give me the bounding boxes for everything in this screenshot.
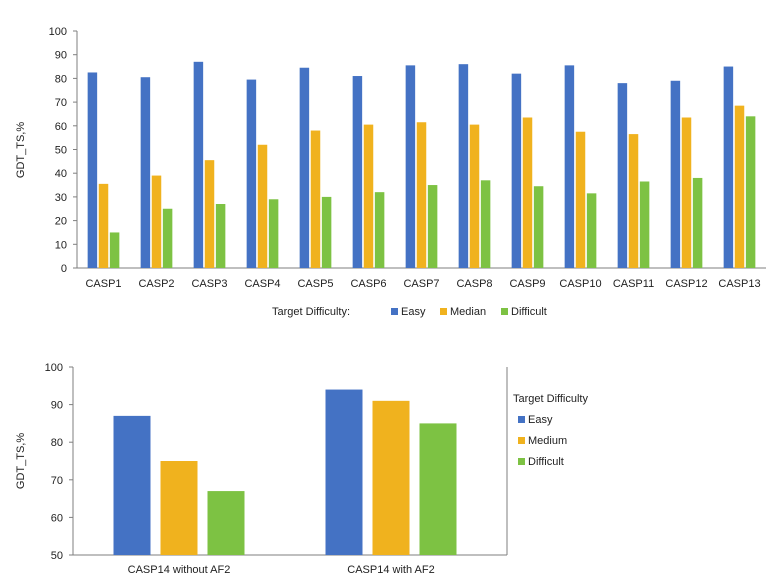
- bar-median-casp4: [257, 144, 268, 268]
- bar-easy-casp1: [87, 72, 98, 268]
- x-tick-label-casp5: CASP5: [297, 278, 333, 290]
- x-tick-label-casp2: CASP2: [138, 278, 174, 290]
- bar-difficult-casp2: [162, 208, 173, 268]
- bar-difficult-casp7: [427, 185, 438, 268]
- y-tick-label: 100: [45, 362, 63, 374]
- bar-medium-casp14-with-af2: [372, 400, 410, 555]
- legend-swatch-difficult: [501, 308, 508, 315]
- bar-difficult-casp12: [692, 177, 703, 268]
- bar-easy-casp10: [564, 65, 575, 269]
- legend-swatch-easy: [391, 308, 398, 315]
- y-tick-label: 80: [51, 437, 63, 449]
- legend: Target Difficulty Easy Medium Difficult: [513, 393, 588, 468]
- bar-easy-casp12: [670, 80, 681, 269]
- bar-difficult-casp14-without-af2: [207, 491, 245, 555]
- bar-easy-casp4: [246, 79, 257, 269]
- y-tick-label: 50: [51, 550, 63, 562]
- bar-easy-casp8: [458, 64, 469, 269]
- bar-median-casp3: [204, 160, 215, 268]
- legend-label-easy: Easy: [528, 414, 553, 426]
- x-tick-label-casp4: CASP4: [244, 278, 280, 290]
- bar-difficult-casp8: [480, 180, 491, 268]
- bar-median-casp13: [734, 105, 745, 268]
- legend: Target Difficulty: Easy Median Difficult: [272, 306, 547, 318]
- legend-label-easy: Easy: [401, 306, 426, 318]
- bar-easy-casp14-without-af2: [113, 415, 151, 555]
- y-tick-label: 80: [55, 73, 67, 85]
- y-tick-label: 10: [55, 239, 67, 251]
- y-tick-label: 50: [55, 145, 67, 157]
- bar-difficult-casp10: [586, 193, 597, 268]
- bar-easy-casp5: [299, 67, 310, 268]
- y-tick-label: 60: [55, 121, 67, 133]
- bar-easy-casp9: [511, 73, 522, 268]
- legend-label-medium: Medium: [528, 435, 567, 447]
- bar-median-casp12: [681, 117, 692, 268]
- bar-median-casp2: [151, 175, 162, 268]
- y-tick-label: 90: [51, 400, 63, 412]
- legend-swatch-medium: [518, 437, 525, 444]
- bar-median-casp1: [98, 183, 109, 268]
- y-tick-label: 30: [55, 192, 67, 204]
- bar-difficult-casp6: [374, 192, 385, 268]
- bar-difficult-casp1: [109, 232, 120, 268]
- chart-casp1-to-casp13: 0 10 20 30 40 50 60 70 80 90 100 GDT_TS,% CASP1 CASP2…: [15, 26, 766, 318]
- bar-difficult-casp9: [533, 186, 544, 268]
- y-tick-label: 60: [51, 512, 63, 524]
- x-tick-label-casp9: CASP9: [509, 278, 545, 290]
- x-tick-label-casp13: CASP13: [718, 278, 760, 290]
- x-tick-label-casp3: CASP3: [191, 278, 227, 290]
- bar-easy-casp6: [352, 76, 363, 268]
- legend-label-median: Median: [450, 306, 486, 318]
- x-tick-label-casp1: CASP1: [85, 278, 121, 290]
- y-tick-label: 40: [55, 168, 67, 180]
- bar-easy-casp7: [405, 65, 416, 269]
- x-tick-label-casp7: CASP7: [403, 278, 439, 290]
- bar-median-casp7: [416, 122, 427, 269]
- legend-title: Target Difficulty:: [272, 306, 350, 318]
- chart-casp14: 50 60 70 80 90 100 GDT_TS,% CASP14 without AF2 C…: [15, 362, 588, 576]
- x-tick-label-casp10: CASP10: [559, 278, 601, 290]
- legend-swatch-difficult: [518, 458, 525, 465]
- bar-medium-casp14-without-af2: [160, 461, 198, 555]
- y-tick-label: 20: [55, 216, 67, 228]
- y-tick-label: 90: [55, 50, 67, 62]
- bar-easy-casp11: [617, 83, 628, 268]
- bar-median-casp6: [363, 124, 374, 269]
- x-tick-label-casp11: CASP11: [613, 278, 654, 290]
- y-tick-label: 70: [55, 97, 67, 109]
- y-tick-label: 100: [49, 26, 67, 38]
- x-tick-label-casp6: CASP6: [350, 278, 386, 290]
- x-tick-label-casp12: CASP12: [665, 278, 707, 290]
- bar-difficult-casp3: [215, 204, 226, 268]
- bar-difficult-casp11: [639, 181, 650, 268]
- bar-median-casp8: [469, 124, 480, 269]
- bar-easy-casp14-with-af2: [325, 389, 363, 555]
- y-axis-title: GDT_TS,%: [15, 122, 27, 178]
- bar-median-casp10: [575, 131, 586, 268]
- y-tick-label: 70: [51, 475, 63, 487]
- y-tick-label: 0: [61, 263, 67, 275]
- bar-easy-casp2: [140, 77, 151, 268]
- legend-swatch-median: [440, 308, 447, 315]
- bar-difficult-casp14-with-af2: [419, 423, 457, 555]
- bar-median-casp5: [310, 130, 321, 268]
- bar-easy-casp3: [193, 61, 204, 269]
- x-tick-label-casp8: CASP8: [456, 278, 492, 290]
- legend-label-difficult: Difficult: [528, 456, 564, 468]
- y-axis-title: GDT_TS,%: [15, 433, 27, 489]
- bar-median-casp9: [522, 117, 533, 268]
- legend-title: Target Difficulty: [513, 393, 588, 405]
- bar-easy-casp13: [723, 66, 734, 268]
- bar-median-casp11: [628, 134, 639, 268]
- bar-difficult-casp4: [268, 199, 279, 268]
- bar-difficult-casp13: [745, 116, 756, 268]
- bar-difficult-casp5: [321, 196, 332, 268]
- x-tick-label-casp14-with-af2: CASP14 with AF2: [347, 564, 434, 576]
- legend-label-difficult: Difficult: [511, 306, 547, 318]
- x-tick-label-casp14-without-af2: CASP14 without AF2: [128, 564, 231, 576]
- legend-swatch-easy: [518, 416, 525, 423]
